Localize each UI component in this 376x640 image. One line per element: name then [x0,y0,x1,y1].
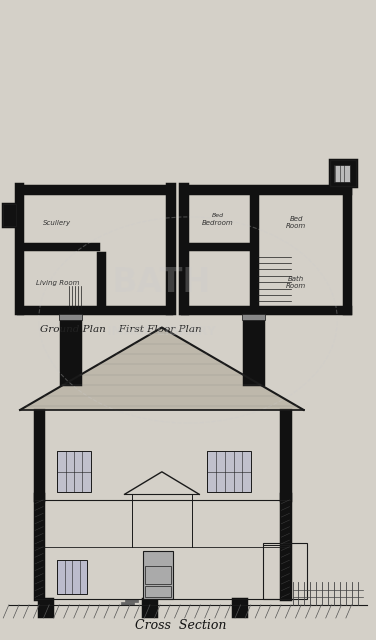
Bar [35,494,43,599]
Bar [121,602,134,605]
Text: BATH: BATH [112,266,212,299]
Bar [334,165,350,182]
Bar [59,314,82,320]
Bar [252,193,257,308]
Bar [3,204,16,227]
Text: Ground Plan    First Floor Plan: Ground Plan First Floor Plan [40,325,202,334]
Bar [330,159,356,186]
Bar [184,244,252,249]
Bar [124,599,138,602]
Bar [22,244,99,249]
Bar [145,566,171,584]
Bar [3,204,16,227]
Text: Bed
Room: Bed Room [286,216,306,229]
Bar [344,184,350,313]
Text: Scullery: Scullery [43,220,71,225]
Bar [182,186,350,193]
Bar [58,451,91,492]
Bar [263,543,308,599]
Bar [58,560,87,594]
Bar [61,316,80,384]
Text: Bath
Room: Bath Room [286,276,306,289]
Text: IMAGE LIBRARY: IMAGE LIBRARY [108,324,216,338]
Bar [145,586,171,597]
Bar [242,314,264,320]
Bar [143,599,156,616]
Text: Bedroom: Bedroom [202,220,234,225]
Bar [99,253,104,308]
Bar [233,599,246,616]
Bar [35,410,43,500]
Bar [18,307,171,313]
Bar [20,189,169,308]
Text: Cross  Section: Cross Section [135,619,226,632]
Bar [281,494,290,599]
Bar [143,550,173,599]
Bar [281,410,290,500]
Bar [167,184,174,313]
Polygon shape [20,328,304,410]
Bar [182,307,350,313]
Bar [15,184,22,313]
Bar [180,184,186,313]
Text: Bed: Bed [212,212,224,218]
Bar [330,159,356,186]
Bar [18,186,171,193]
Bar [39,599,52,616]
Text: Living Room: Living Room [36,280,79,285]
Bar [207,451,252,492]
Bar [244,316,263,384]
